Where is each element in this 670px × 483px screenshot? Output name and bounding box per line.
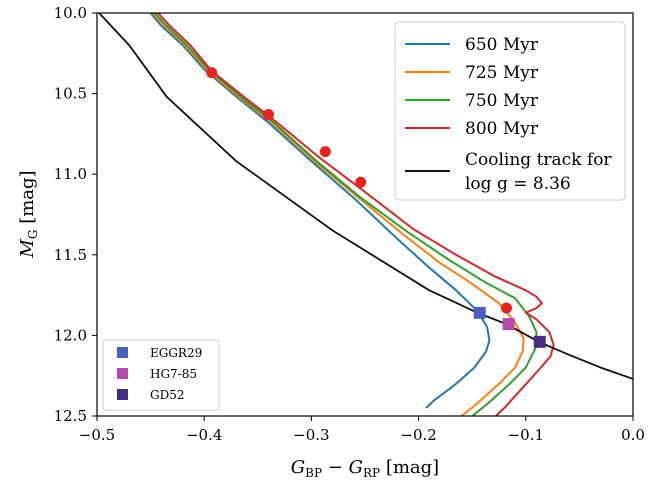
x-axis-label-sub-bp: BP (305, 466, 322, 480)
star-marker-eggr29 (473, 306, 486, 319)
series-line-3 (157, 13, 555, 416)
y-tick-label: 10.0 (54, 4, 87, 22)
y-tick-label: 10.5 (54, 85, 87, 103)
y-tick-label: 12.5 (54, 407, 87, 425)
y-axis-label-sub-g: G (26, 230, 40, 240)
legend-label-cooling-line2: log g = 8.36 (465, 174, 571, 194)
x-axis-label-unit: [mag] (380, 457, 439, 478)
x-axis-ticks: −0.5 −0.4 −0.3 −0.2 −0.1 0.0 (79, 416, 645, 444)
y-axis-label-unit: [mag] (17, 170, 38, 229)
y-axis-label-m: M (17, 239, 38, 259)
x-tick-label: −0.1 (508, 426, 544, 444)
legend-label-hg7-85: HG7-85 (150, 367, 197, 381)
x-tick-label: 0.0 (621, 426, 645, 444)
y-tick-label: 12.0 (54, 326, 87, 344)
legend-marker-eggr29 (117, 347, 128, 358)
x-axis-label-g2: G (349, 457, 363, 478)
legend-ages-frame (394, 21, 626, 201)
x-axis-label-minus: − (322, 457, 349, 478)
legend-stars: EGGR29 HG7-85 GD52 (102, 339, 220, 411)
y-tick-label: 11.0 (54, 165, 87, 183)
legend-label-eggr29: EGGR29 (150, 346, 202, 360)
legend-label-650: 650 Myr (465, 35, 539, 55)
series-line-4 (98, 13, 633, 380)
age-marker-point (355, 176, 367, 188)
legend-label-cooling-line1: Cooling track for (465, 150, 612, 170)
legend-stars-frame (102, 339, 220, 411)
legend-label-725: 725 Myr (465, 63, 539, 83)
plot-frame (96, 12, 634, 417)
x-tick-label: −0.5 (79, 426, 115, 444)
x-axis-label: GBP − GRP [mag] (291, 457, 439, 480)
age-marker-point (263, 109, 275, 121)
x-tick-label: −0.3 (293, 426, 329, 444)
age-marker-point (206, 67, 218, 79)
x-axis-label-g1: G (291, 457, 305, 478)
y-axis-label: MG [mag] (17, 170, 40, 258)
legend-label-800: 800 Myr (465, 119, 539, 139)
x-axis-label-sub-rp: RP (363, 466, 380, 480)
legend-marker-hg7-85 (117, 368, 128, 379)
legend-label-750: 750 Myr (465, 91, 539, 111)
age-marker-point (319, 146, 331, 158)
series-layer (98, 13, 633, 416)
series-line-1 (151, 13, 525, 416)
legend-ages: 650 Myr 725 Myr 750 Myr 800 Myr Cooling … (394, 21, 626, 201)
legend-marker-gd52 (117, 389, 128, 400)
series-line-0 (149, 13, 491, 409)
star-marker-gd52 (533, 335, 546, 348)
x-tick-label: −0.2 (400, 426, 436, 444)
x-tick-label: −0.4 (186, 426, 222, 444)
y-axis-ticks: 10.0 10.5 11.0 11.5 12.0 12.5 (54, 4, 97, 425)
legend-label-gd52: GD52 (150, 388, 184, 402)
star-marker-hg7-85 (502, 318, 515, 331)
marker-layer (206, 67, 546, 348)
y-tick-label: 11.5 (54, 246, 87, 264)
age-marker-point (501, 302, 513, 314)
